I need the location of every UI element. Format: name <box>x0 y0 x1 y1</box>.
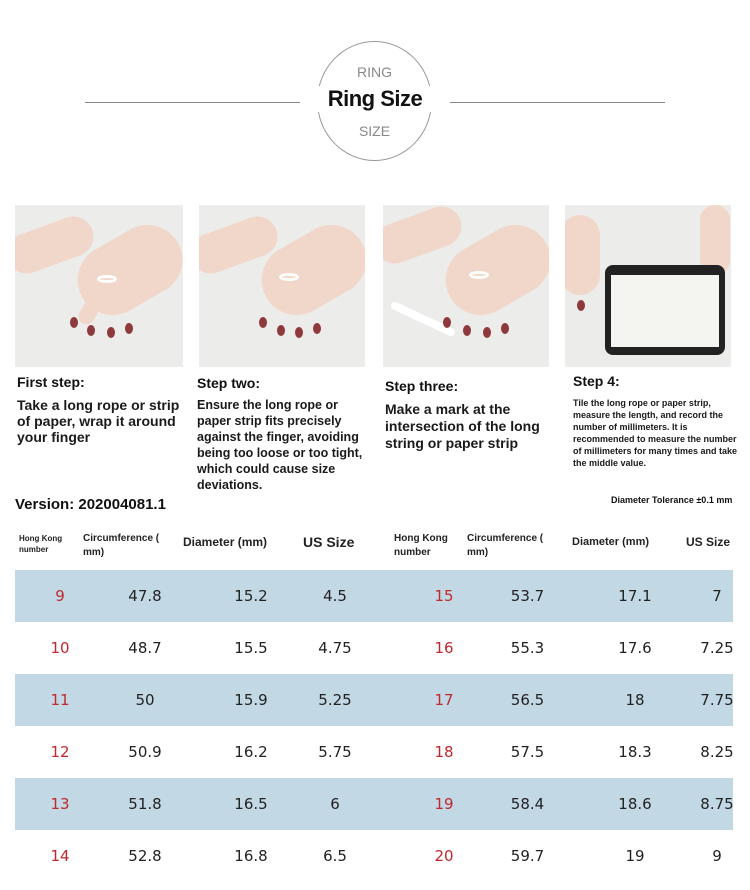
diameter-cell: 19 <box>625 847 645 865</box>
header-hk-left: Hong Kong number <box>19 534 63 554</box>
hk-number-cell: 16 <box>434 639 454 657</box>
hk-number-cell: 18 <box>434 743 454 761</box>
us-size-cell: 9 <box>712 847 722 865</box>
circumference-cell: 50 <box>135 691 155 709</box>
hk-number-cell: 12 <box>50 743 70 761</box>
circumference-cell: 57.5 <box>510 743 545 761</box>
table-row: 13 51.8 16.5 6 19 58.4 18.6 8.75 <box>15 778 734 830</box>
us-size-cell: 7.25 <box>700 639 734 657</box>
diameter-cell: 15.9 <box>234 691 268 709</box>
step-1-title: First step: <box>17 374 85 390</box>
us-size-cell: 4.5 <box>323 587 347 605</box>
diameter-cell: 16.2 <box>234 743 268 761</box>
step-2-text: Ensure the long rope or paper strip fits… <box>197 398 363 492</box>
us-size-cell: 6.5 <box>323 847 347 865</box>
hk-number-cell: 11 <box>50 691 70 709</box>
step-4-photo <box>565 205 731 367</box>
step-2-title: Step two: <box>197 375 260 391</box>
circumference-cell: 53.7 <box>510 587 545 605</box>
step-1-text: Take a long rope or strip of paper, wrap… <box>17 397 180 445</box>
hk-number-cell: 9 <box>55 587 65 605</box>
us-size-cell: 7 <box>712 587 722 605</box>
header-us-left: US Size <box>303 534 355 550</box>
header-diam-left: Diameter (mm) <box>183 535 268 549</box>
header-circ-right: Circumference ( mm) <box>467 533 544 558</box>
circumference-cell: 58.4 <box>510 795 545 813</box>
header-us-right: US Size <box>686 535 731 549</box>
diameter-cell: 17.1 <box>618 587 652 605</box>
table-row: 10 48.7 15.5 4.75 16 55.3 17.6 7.25 <box>15 622 733 674</box>
circumference-cell: 56.5 <box>510 691 545 709</box>
table-row: 9 47.8 15.2 4.5 15 53.7 17.1 7 <box>15 570 733 622</box>
step-3-photo <box>383 205 549 367</box>
circumference-cell: 50.9 <box>128 743 162 761</box>
circumference-cell: 51.8 <box>128 795 162 813</box>
hk-number-cell: 15 <box>434 587 454 605</box>
header-hk-right: Hong Kong number <box>394 533 448 558</box>
header-rule-right <box>445 102 665 103</box>
us-size-cell: 5.75 <box>318 743 352 761</box>
header-top-label: RING <box>357 64 392 80</box>
circumference-cell: 47.8 <box>128 587 162 605</box>
tolerance-note: Diameter Tolerance ±0.1 mm <box>611 495 733 505</box>
table-row: 14 52.8 16.8 6.5 20 59.7 19 9 <box>15 830 733 882</box>
diameter-cell: 18.3 <box>618 743 652 761</box>
us-size-cell: 8.25 <box>700 743 734 761</box>
table-row: 11 50 15.9 5.25 17 56.5 18 7.75 <box>15 674 734 726</box>
step-2-photo <box>199 205 365 367</box>
step-3-text: Make a mark at the intersection of the l… <box>385 401 540 451</box>
us-size-cell: 7.75 <box>700 691 734 709</box>
diameter-cell: 17.6 <box>618 639 652 657</box>
hk-number-cell: 17 <box>434 691 454 709</box>
us-size-cell: 8.75 <box>700 795 734 813</box>
hk-number-cell: 13 <box>50 795 70 813</box>
step-3-title: Step three: <box>385 378 459 394</box>
header-diam-right: Diameter (mm) <box>572 536 650 548</box>
us-size-cell: 4.75 <box>318 639 352 657</box>
circumference-cell: 59.7 <box>510 847 545 865</box>
hk-number-cell: 14 <box>50 847 70 865</box>
page-title: Ring Size <box>300 86 450 112</box>
step-1-photo <box>15 205 183 367</box>
header-bottom-label: SIZE <box>358 123 391 139</box>
diameter-cell: 15.5 <box>234 639 268 657</box>
us-size-cell: 5.25 <box>318 691 352 709</box>
circumference-cell: 48.7 <box>128 639 162 657</box>
step-4-text: Tile the long rope or paper strip, measu… <box>573 398 738 468</box>
diameter-cell: 16.5 <box>234 795 268 813</box>
step-4-title: Step 4: <box>573 373 620 389</box>
hk-number-cell: 19 <box>434 795 454 813</box>
hk-number-cell: 20 <box>434 847 454 865</box>
table-row: 12 50.9 16.2 5.75 18 57.5 18.3 8.25 <box>15 726 733 778</box>
diameter-cell: 15.2 <box>234 587 268 605</box>
circumference-cell: 55.3 <box>510 639 545 657</box>
diameter-cell: 18 <box>625 691 645 709</box>
version-label: Version: 202004081.1 <box>15 496 166 513</box>
diameter-cell: 18.6 <box>618 795 652 813</box>
header-circ-left: Circumference ( mm) <box>83 533 160 558</box>
hk-number-cell: 10 <box>50 639 70 657</box>
header-rule-left <box>85 102 305 103</box>
us-size-cell: 6 <box>330 795 340 813</box>
circumference-cell: 52.8 <box>128 847 162 865</box>
diameter-cell: 16.8 <box>234 847 268 865</box>
